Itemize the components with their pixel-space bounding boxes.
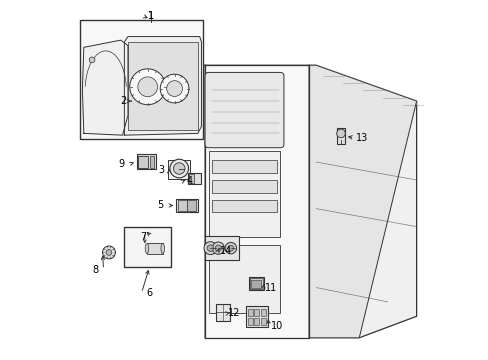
- Bar: [250, 280, 261, 288]
- Bar: [80, 21, 203, 139]
- Circle shape: [336, 129, 345, 138]
- Bar: [260, 318, 265, 325]
- Text: 6: 6: [146, 288, 152, 298]
- Bar: [124, 227, 171, 267]
- Bar: [178, 200, 186, 211]
- Ellipse shape: [161, 243, 164, 253]
- Polygon shape: [124, 37, 201, 135]
- Circle shape: [129, 69, 165, 105]
- Text: 1: 1: [147, 11, 153, 21]
- Text: 10: 10: [270, 321, 283, 331]
- Text: 1: 1: [147, 11, 153, 21]
- Circle shape: [166, 81, 182, 96]
- Circle shape: [224, 242, 236, 254]
- Text: 2: 2: [120, 96, 126, 106]
- Circle shape: [89, 57, 95, 63]
- Bar: [212, 160, 276, 173]
- Text: 5: 5: [157, 201, 163, 211]
- Bar: [212, 180, 276, 193]
- Text: 14: 14: [219, 246, 231, 256]
- Polygon shape: [308, 65, 416, 338]
- Bar: [168, 160, 190, 179]
- Bar: [188, 173, 201, 184]
- Bar: [176, 199, 198, 212]
- Bar: [147, 243, 163, 253]
- Bar: [138, 156, 148, 168]
- Text: 11: 11: [264, 283, 277, 293]
- Bar: [249, 278, 262, 289]
- Bar: [208, 244, 280, 313]
- Circle shape: [212, 242, 224, 254]
- Circle shape: [160, 74, 188, 103]
- Circle shape: [102, 246, 115, 259]
- Bar: [247, 309, 252, 316]
- Circle shape: [227, 245, 233, 251]
- Bar: [260, 309, 265, 316]
- Bar: [189, 174, 194, 183]
- Bar: [204, 236, 239, 260]
- Bar: [215, 305, 230, 320]
- Text: 3: 3: [158, 165, 164, 175]
- Ellipse shape: [145, 243, 148, 253]
- Circle shape: [215, 245, 221, 251]
- Bar: [212, 200, 276, 212]
- Circle shape: [106, 249, 112, 255]
- Text: 4: 4: [186, 176, 193, 186]
- Circle shape: [169, 159, 188, 178]
- Polygon shape: [82, 40, 128, 135]
- Bar: [336, 129, 344, 144]
- Text: 9: 9: [119, 159, 124, 169]
- Text: 12: 12: [228, 309, 240, 318]
- Bar: [254, 318, 259, 325]
- Bar: [137, 154, 155, 169]
- Circle shape: [203, 242, 217, 255]
- Bar: [247, 318, 252, 325]
- Polygon shape: [204, 65, 308, 338]
- FancyBboxPatch shape: [204, 72, 284, 148]
- Bar: [254, 309, 259, 316]
- Bar: [208, 151, 280, 237]
- Text: 8: 8: [92, 265, 99, 275]
- Bar: [248, 277, 264, 291]
- Polygon shape: [204, 65, 416, 338]
- Circle shape: [138, 77, 157, 96]
- Bar: [246, 306, 267, 327]
- Circle shape: [207, 245, 213, 251]
- Bar: [149, 156, 154, 168]
- Text: 13: 13: [355, 133, 367, 143]
- Circle shape: [173, 163, 184, 174]
- Bar: [128, 42, 198, 130]
- Text: 7: 7: [140, 232, 146, 242]
- Bar: [187, 200, 196, 211]
